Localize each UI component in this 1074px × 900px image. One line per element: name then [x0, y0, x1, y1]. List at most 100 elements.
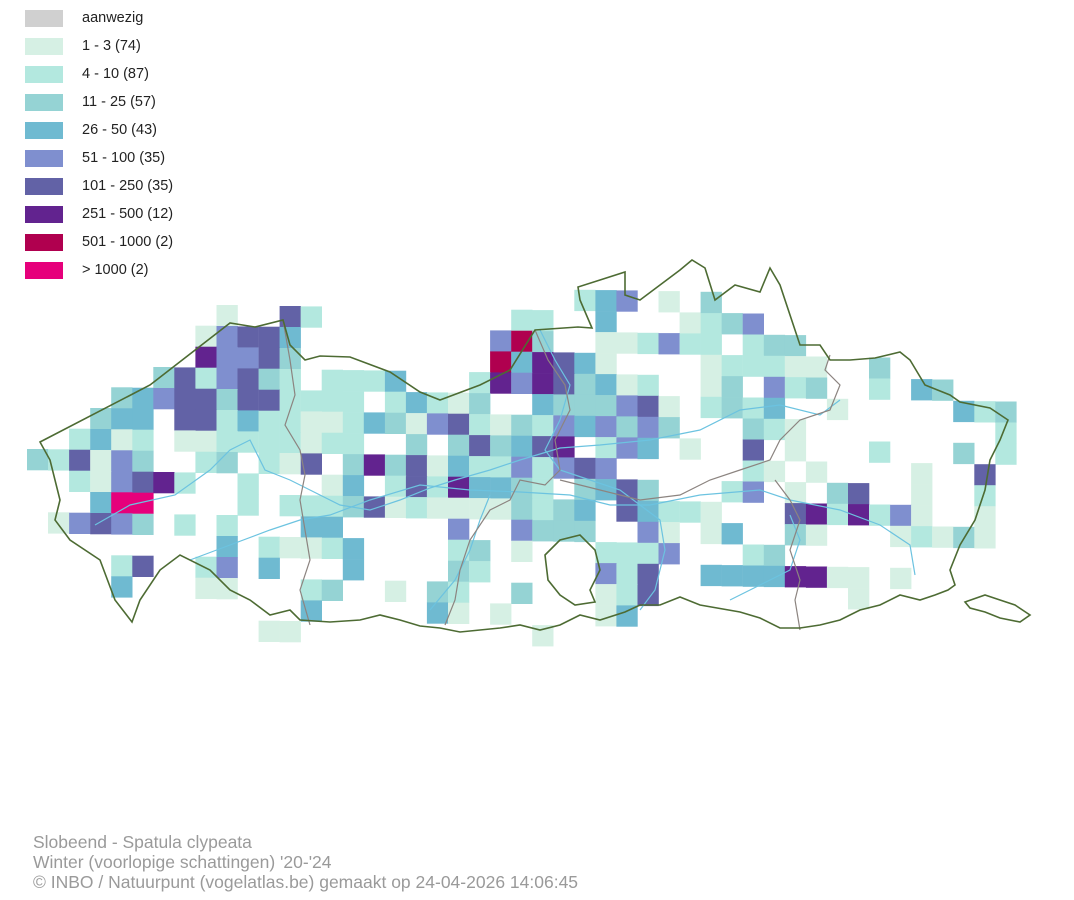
grid-cell — [195, 430, 217, 452]
legend-label: aanwezig — [82, 10, 144, 26]
grid-cell — [616, 395, 638, 417]
grid-cell — [258, 536, 280, 558]
grid-cell — [784, 503, 807, 525]
grid-cell — [469, 456, 491, 478]
grid-cell — [448, 581, 470, 603]
grid-cell — [469, 540, 491, 562]
grid-cell — [511, 477, 533, 499]
grid-cell — [784, 482, 807, 504]
river-line — [539, 329, 666, 611]
grid-cell — [974, 401, 996, 423]
grid-cell — [132, 513, 154, 535]
grid-cell — [174, 430, 196, 452]
grid-cell — [574, 478, 596, 501]
grid-cell — [490, 414, 512, 436]
legend-label: 1 - 3 (74) — [82, 38, 141, 54]
grid-cell — [532, 373, 554, 395]
grid-cell — [153, 388, 175, 410]
grid-cell — [595, 353, 617, 375]
grid-cell — [511, 540, 533, 562]
grid-cell — [448, 434, 470, 456]
legend-label: 251 - 500 (12) — [82, 206, 174, 222]
grid-cell — [300, 516, 322, 538]
grid-cell — [616, 542, 638, 564]
rivers — [94, 329, 916, 611]
grid-cell — [511, 309, 533, 331]
province-border-line — [444, 329, 571, 626]
grid-cell — [321, 369, 343, 391]
grid-cell — [300, 495, 322, 517]
grid-cell — [69, 512, 91, 534]
grid-cell — [90, 429, 112, 451]
grid-cell — [448, 455, 470, 477]
grid-cell — [90, 513, 112, 535]
grid-cell — [595, 395, 617, 417]
grid-cell — [300, 600, 322, 622]
grid-cell — [721, 313, 743, 335]
grid-cell — [658, 333, 680, 355]
grid-cell — [342, 370, 365, 392]
map-caption: Slobeend - Spatula clypeata Winter (voor… — [33, 832, 578, 892]
grid-cell — [342, 433, 365, 455]
grid-cell — [216, 515, 238, 537]
grid-cell — [405, 413, 428, 435]
grid-cell — [595, 563, 617, 585]
province-border-line — [559, 354, 841, 501]
species-title: Slobeend - Spatula clypeata — [33, 832, 252, 852]
grid-cell — [153, 367, 175, 389]
grid-cell — [848, 483, 870, 505]
grid-cell — [890, 567, 912, 590]
grid-cell — [363, 370, 386, 392]
grid-cell — [258, 620, 280, 642]
grid-cell — [300, 579, 322, 601]
grid-cell — [784, 566, 807, 588]
legend-swatch — [25, 149, 63, 167]
grid-cell — [279, 537, 301, 559]
grid-cell — [174, 388, 196, 410]
legend-item: 26 - 50 (43) — [25, 116, 157, 144]
grid-cell — [742, 355, 764, 377]
grid-cell — [258, 368, 280, 390]
grid-cell — [174, 367, 196, 389]
grid-cell — [216, 431, 238, 453]
grid-cell — [974, 506, 996, 528]
grid-cell — [300, 432, 322, 454]
grid-cell — [553, 520, 575, 542]
grid-cell — [448, 539, 470, 561]
grid-cell — [111, 387, 133, 409]
grid-cell — [384, 580, 407, 602]
brussels-border — [544, 534, 601, 606]
grid-cell — [216, 578, 238, 600]
grid-cell — [321, 516, 343, 538]
grid-cell — [532, 457, 554, 479]
grid-cell — [763, 460, 786, 483]
grid-cell — [553, 457, 575, 479]
grid-cell — [595, 584, 617, 606]
grid-cell — [784, 440, 807, 462]
grid-cell — [237, 494, 259, 516]
grid-cell — [574, 289, 596, 312]
grid-cell — [132, 555, 154, 577]
grid-cell — [384, 454, 407, 476]
grid-cell — [995, 443, 1017, 465]
grid-cell — [490, 603, 512, 625]
grid-cell — [342, 559, 365, 581]
season-subtitle: Winter (voorlopige schattingen) '20-'24 — [33, 852, 332, 872]
grid-cell — [279, 621, 301, 643]
grid-cell — [237, 347, 259, 369]
grid-cell — [300, 306, 322, 328]
grid-cell — [700, 564, 722, 587]
grid-cell — [595, 332, 617, 354]
grid-cell — [700, 375, 722, 398]
grid-cell — [216, 410, 238, 432]
grid-cell — [700, 333, 722, 356]
grid-cell — [195, 325, 217, 347]
legend-item: 11 - 25 (57) — [25, 88, 156, 116]
grid-cell — [532, 625, 554, 647]
grid-cell — [321, 474, 343, 496]
grid-cell — [595, 605, 617, 627]
grid-cell — [700, 396, 722, 419]
grid-cell — [511, 435, 533, 457]
grid-cell — [553, 499, 575, 521]
